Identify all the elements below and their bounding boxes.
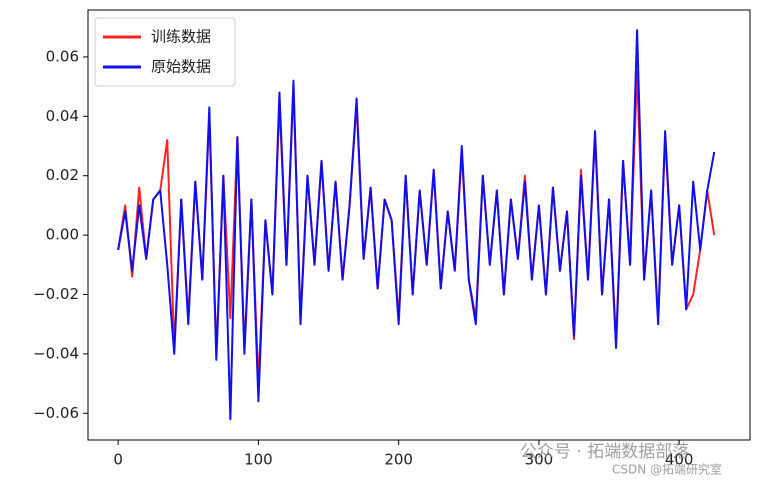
- x-tick-label: 0: [113, 451, 123, 469]
- y-tick-label: 0.02: [46, 166, 79, 184]
- x-tick-label: 100: [244, 451, 273, 469]
- x-tick-label: 200: [384, 451, 413, 469]
- x-tick-label: 400: [665, 451, 694, 469]
- legend-label: 原始数据: [151, 58, 211, 76]
- y-tick-label: 0.06: [46, 47, 79, 65]
- watermark: 公众号 · 拓端数据部落: [520, 442, 689, 462]
- y-tick-label: 0.00: [46, 226, 79, 244]
- y-tick-label: −0.02: [33, 285, 79, 303]
- y-tick-label: −0.06: [33, 404, 79, 422]
- legend-label: 训练数据: [151, 28, 211, 46]
- data-line: [117, 29, 716, 421]
- x-tick-label: 300: [525, 451, 554, 469]
- legend-box: [94, 17, 236, 87]
- plot-frame: [87, 9, 751, 441]
- watermark: CSDN @拓端研究室: [612, 462, 722, 477]
- y-tick-label: 0.04: [46, 107, 79, 125]
- y-tick-label: −0.04: [33, 344, 79, 362]
